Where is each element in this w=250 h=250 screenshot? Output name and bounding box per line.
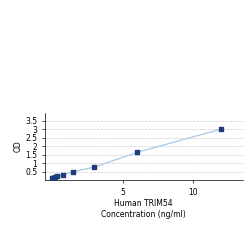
Point: [50, 176, 54, 180]
Point: [71, 170, 75, 174]
X-axis label: Human TRIM54
Concentration (ng/ml): Human TRIM54 Concentration (ng/ml): [102, 200, 186, 219]
Y-axis label: OD: OD: [14, 140, 22, 152]
Point: [55, 174, 59, 178]
Point: [135, 150, 139, 154]
Point: [51, 176, 55, 180]
Point: [52, 176, 56, 180]
Point: [53, 175, 57, 179]
Point: [61, 173, 65, 177]
Point: [92, 165, 96, 169]
Point: [219, 127, 223, 131]
